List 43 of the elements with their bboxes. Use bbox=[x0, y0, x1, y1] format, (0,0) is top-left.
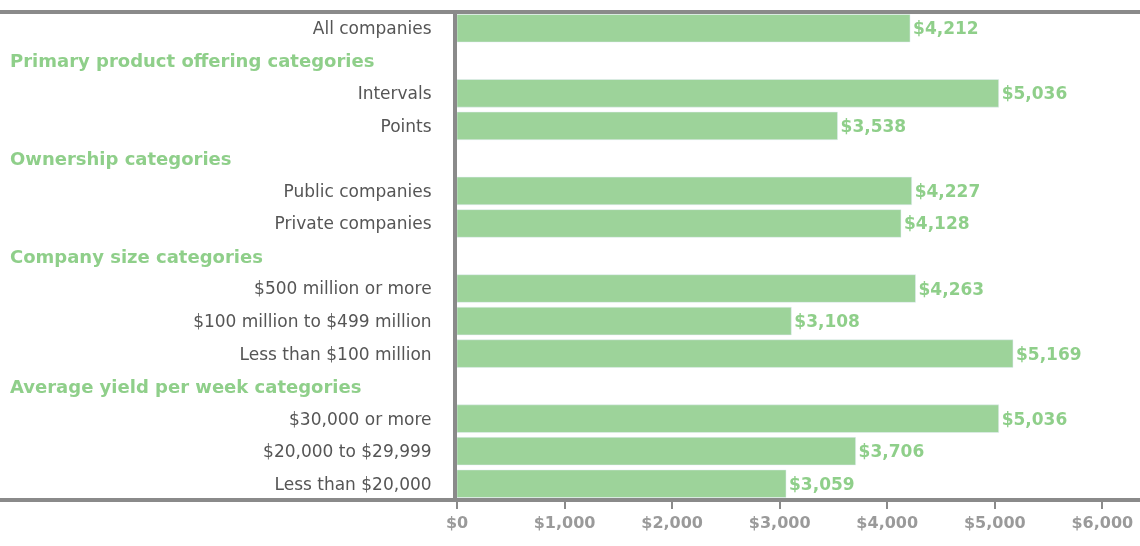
x-tick-label: $3,000 bbox=[748, 513, 811, 533]
bar bbox=[457, 469, 787, 498]
bar bbox=[457, 306, 792, 336]
data-label: $3,059 bbox=[789, 473, 855, 494]
y-tick-label: Less than $20,000 bbox=[274, 473, 432, 494]
x-tick-label: $1,000 bbox=[533, 513, 596, 533]
y-tick-label: Less than $100 million bbox=[239, 343, 432, 364]
y-tick-label: All companies bbox=[312, 18, 432, 39]
text: Ownership categories bbox=[10, 148, 232, 169]
data-label: $4,263 bbox=[918, 278, 985, 299]
data-label: $5,036 bbox=[1001, 408, 1068, 429]
y-tick-label: Private companies bbox=[274, 213, 432, 234]
data-label: $5,036 bbox=[1001, 83, 1068, 104]
bar bbox=[457, 404, 999, 433]
bar bbox=[457, 339, 1014, 368]
data-label: $3,108 bbox=[794, 311, 860, 332]
x-tick-label: $4,000 bbox=[856, 513, 919, 533]
data-label: $3,538 bbox=[840, 115, 907, 136]
text: Company size categories bbox=[10, 246, 263, 267]
y-tick-label: $30,000 or more bbox=[289, 408, 432, 429]
data-label: $5,169 bbox=[1015, 343, 1082, 364]
y-tick-label: $20,000 to $29,999 bbox=[263, 441, 432, 462]
text: Primary product offering categories bbox=[10, 50, 375, 71]
y-tick-label: $500 million or more bbox=[254, 278, 432, 299]
y-tick-label: Public companies bbox=[283, 180, 432, 201]
text: Average yield per week categories bbox=[10, 376, 362, 397]
bar bbox=[457, 79, 999, 108]
y-tick-label: Intervals bbox=[357, 83, 432, 104]
data-label: $4,128 bbox=[904, 213, 970, 234]
bar bbox=[457, 274, 916, 303]
x-tick-label: $5,000 bbox=[963, 513, 1026, 533]
x-tick-label: $0 bbox=[445, 513, 469, 533]
bar bbox=[457, 437, 856, 466]
y-tick-label: Points bbox=[380, 115, 432, 136]
x-tick-label: $2,000 bbox=[641, 513, 703, 533]
x-tick-label: $6,000 bbox=[1071, 513, 1134, 533]
y-tick-label: $100 million to $499 million bbox=[193, 311, 432, 332]
bar bbox=[457, 111, 838, 140]
data-label: $3,706 bbox=[858, 441, 925, 462]
data-label: $4,212 bbox=[913, 18, 979, 39]
data-label: $4,227 bbox=[914, 180, 981, 201]
bar bbox=[457, 176, 912, 206]
bar bbox=[457, 209, 902, 238]
